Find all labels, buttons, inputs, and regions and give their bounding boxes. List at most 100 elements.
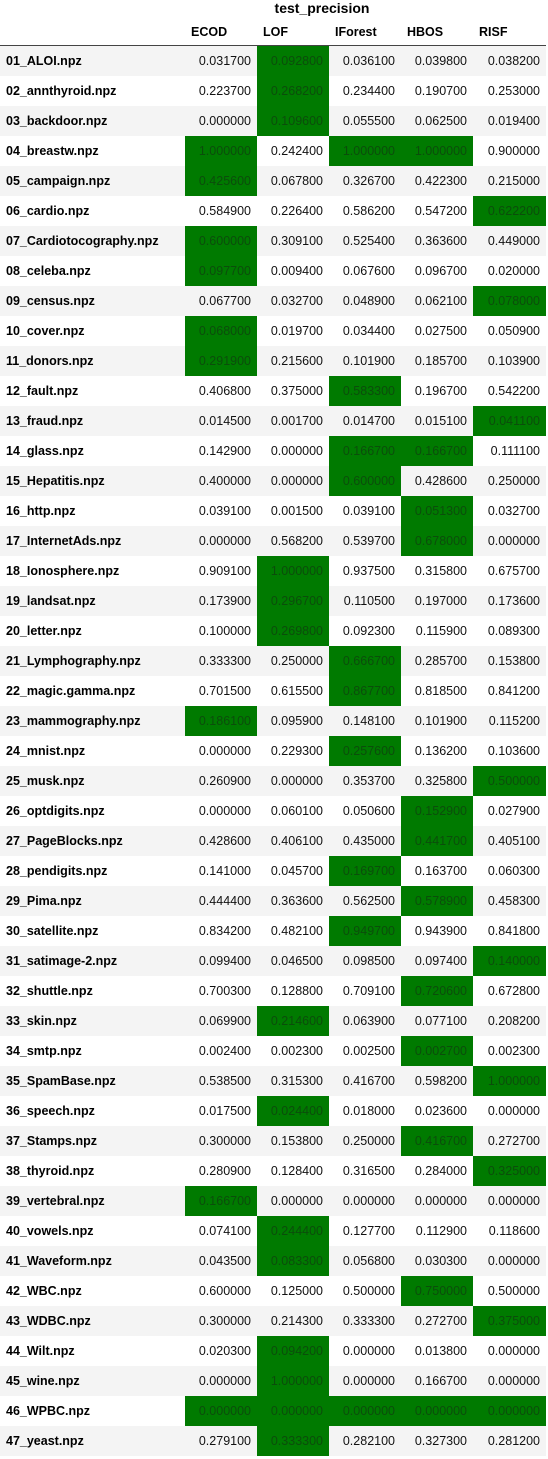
value-cell: 0.000000: [198, 743, 251, 758]
value-cell: 0.441700: [401, 825, 473, 856]
value-cell: 0.060100: [270, 803, 323, 818]
table-row: 37_Stamps.npz 0.300000 0.153800 0.250000 0.4…: [0, 1125, 546, 1156]
value-cell: 0.315800: [414, 563, 467, 578]
value-cell: 0.709100: [342, 983, 395, 998]
value-cell: 0.547200: [414, 203, 467, 218]
value-cell: 0.253000: [487, 83, 540, 98]
precision-table: ECOD LOF IForest HBOS RISF 01_ALOI.npz 0.…: [0, 18, 546, 1456]
value-cell: 0.458300: [487, 893, 540, 908]
value-cell: 0.000000: [487, 1343, 540, 1358]
value-cell: 1.000000: [257, 1365, 329, 1396]
value-cell: 0.268200: [257, 75, 329, 106]
table-row: 44_Wilt.npz 0.020300 0.094200 0.000000 0.013…: [0, 1335, 546, 1366]
row-label: 01_ALOI.npz: [6, 53, 82, 68]
value-cell: 0.030300: [414, 1253, 467, 1268]
value-cell: 0.449000: [487, 233, 540, 248]
value-cell: 0.000000: [198, 113, 251, 128]
value-cell: 0.018000: [342, 1103, 395, 1118]
value-cell: 0.169700: [329, 855, 401, 886]
table-row: 15_Hepatitis.npz 0.400000 0.000000 0.600000…: [0, 465, 546, 496]
value-cell: 0.244400: [257, 1215, 329, 1246]
row-label: 43_WDBC.npz: [6, 1313, 91, 1328]
table-row: 21_Lymphography.npz 0.333300 0.250000 0.666…: [0, 645, 546, 676]
value-cell: 0.214600: [257, 1005, 329, 1036]
table-row: 10_cover.npz 0.068000 0.019700 0.034400 0.02…: [0, 315, 546, 346]
value-cell: 0.229300: [270, 743, 323, 758]
row-label: 03_backdoor.npz: [6, 113, 108, 128]
table-row: 22_magic.gamma.npz 0.701500 0.615500 0.8677…: [0, 675, 546, 706]
value-cell: 0.000000: [487, 1373, 540, 1388]
value-cell: 0.937500: [342, 563, 395, 578]
row-label: 17_InternetAds.npz: [6, 533, 122, 548]
table-row: 09_census.npz 0.067700 0.032700 0.048900 0.0…: [0, 285, 546, 316]
value-cell: 0.215600: [270, 353, 323, 368]
value-cell: 0.041100: [473, 405, 546, 436]
value-cell: 0.043500: [198, 1253, 251, 1268]
value-cell: 0.118600: [488, 1223, 540, 1238]
row-label: 37_Stamps.npz: [6, 1133, 98, 1148]
value-cell: 0.615500: [270, 683, 323, 698]
value-cell: 0.111100: [490, 443, 540, 458]
value-cell: 0.015100: [414, 413, 467, 428]
header-lof: LOF: [257, 18, 329, 46]
value-cell: 0.000000: [487, 1193, 540, 1208]
value-cell: 0.115900: [415, 623, 467, 638]
value-cell: 0.074100: [198, 1223, 251, 1238]
value-cell: 0.600000: [198, 1283, 251, 1298]
row-label: 35_SpamBase.npz: [6, 1073, 116, 1088]
value-cell: 0.097400: [414, 953, 467, 968]
value-cell: 0.280900: [198, 1163, 251, 1178]
value-cell: 0.100000: [198, 623, 251, 638]
row-label: 02_annthyroid.npz: [6, 83, 117, 98]
value-cell: 0.190700: [414, 83, 467, 98]
table-row: 30_satellite.npz 0.834200 0.482100 0.949700…: [0, 915, 546, 946]
value-cell: 0.002500: [342, 1043, 395, 1058]
row-label: 15_Hepatitis.npz: [6, 473, 105, 488]
value-cell: 0.279100: [198, 1433, 251, 1448]
table-row: 12_fault.npz 0.406800 0.375000 0.583300 0.19…: [0, 375, 546, 406]
value-cell: 0.250000: [487, 473, 540, 488]
row-label: 20_letter.npz: [6, 623, 82, 638]
value-cell: 0.125000: [270, 1283, 323, 1298]
value-cell: 0.148100: [342, 713, 395, 728]
value-cell: 0.363600: [270, 893, 323, 908]
value-cell: 0.039800: [414, 53, 467, 68]
value-cell: 0.115200: [488, 713, 540, 728]
value-cell: 0.166700: [414, 1373, 467, 1388]
row-label: 44_Wilt.npz: [6, 1343, 75, 1358]
value-cell: 0.024400: [257, 1095, 329, 1126]
value-cell: 0.050900: [487, 323, 540, 338]
value-cell: 0.416700: [342, 1073, 395, 1088]
value-cell: 0.173900: [198, 593, 251, 608]
table-row: 24_mnist.npz 0.000000 0.229300 0.257600 0.13…: [0, 735, 546, 766]
row-label: 29_Pima.npz: [6, 893, 82, 908]
value-cell: 0.101900: [414, 713, 467, 728]
value-cell: 0.173600: [487, 593, 540, 608]
value-cell: 0.109600: [257, 105, 329, 136]
value-cell: 1.000000: [473, 1065, 546, 1096]
value-cell: 0.000000: [414, 1193, 467, 1208]
table-row: 46_WPBC.npz 0.000000 0.000000 0.000000 0.000…: [0, 1395, 546, 1426]
value-cell: 0.153800: [270, 1133, 323, 1148]
value-cell: 0.039100: [198, 503, 251, 518]
value-cell: 1.000000: [257, 555, 329, 586]
value-cell: 0.000000: [198, 803, 251, 818]
value-cell: 0.242400: [270, 143, 323, 158]
row-label: 36_speech.npz: [6, 1103, 95, 1118]
value-cell: 0.353700: [342, 773, 395, 788]
table-row: 16_http.npz 0.039100 0.001500 0.039100 0.051…: [0, 495, 546, 526]
value-cell: 0.103600: [487, 743, 540, 758]
value-cell: 0.166700: [185, 1185, 257, 1216]
value-cell: 0.428600: [198, 833, 251, 848]
value-cell: 0.089300: [487, 623, 540, 638]
row-label: 09_census.npz: [6, 293, 95, 308]
value-cell: 0.700300: [198, 983, 251, 998]
table-row: 41_Waveform.npz 0.043500 0.083300 0.056800 0…: [0, 1245, 546, 1276]
value-cell: 0.316500: [342, 1163, 395, 1178]
table-row: 36_speech.npz 0.017500 0.024400 0.018000 0.0…: [0, 1095, 546, 1126]
value-cell: 0.285700: [414, 653, 467, 668]
value-cell: 0.031700: [198, 53, 251, 68]
header-hbos: HBOS: [401, 18, 473, 46]
value-cell: 0.000000: [257, 1395, 329, 1426]
value-cell: 0.223700: [198, 83, 251, 98]
